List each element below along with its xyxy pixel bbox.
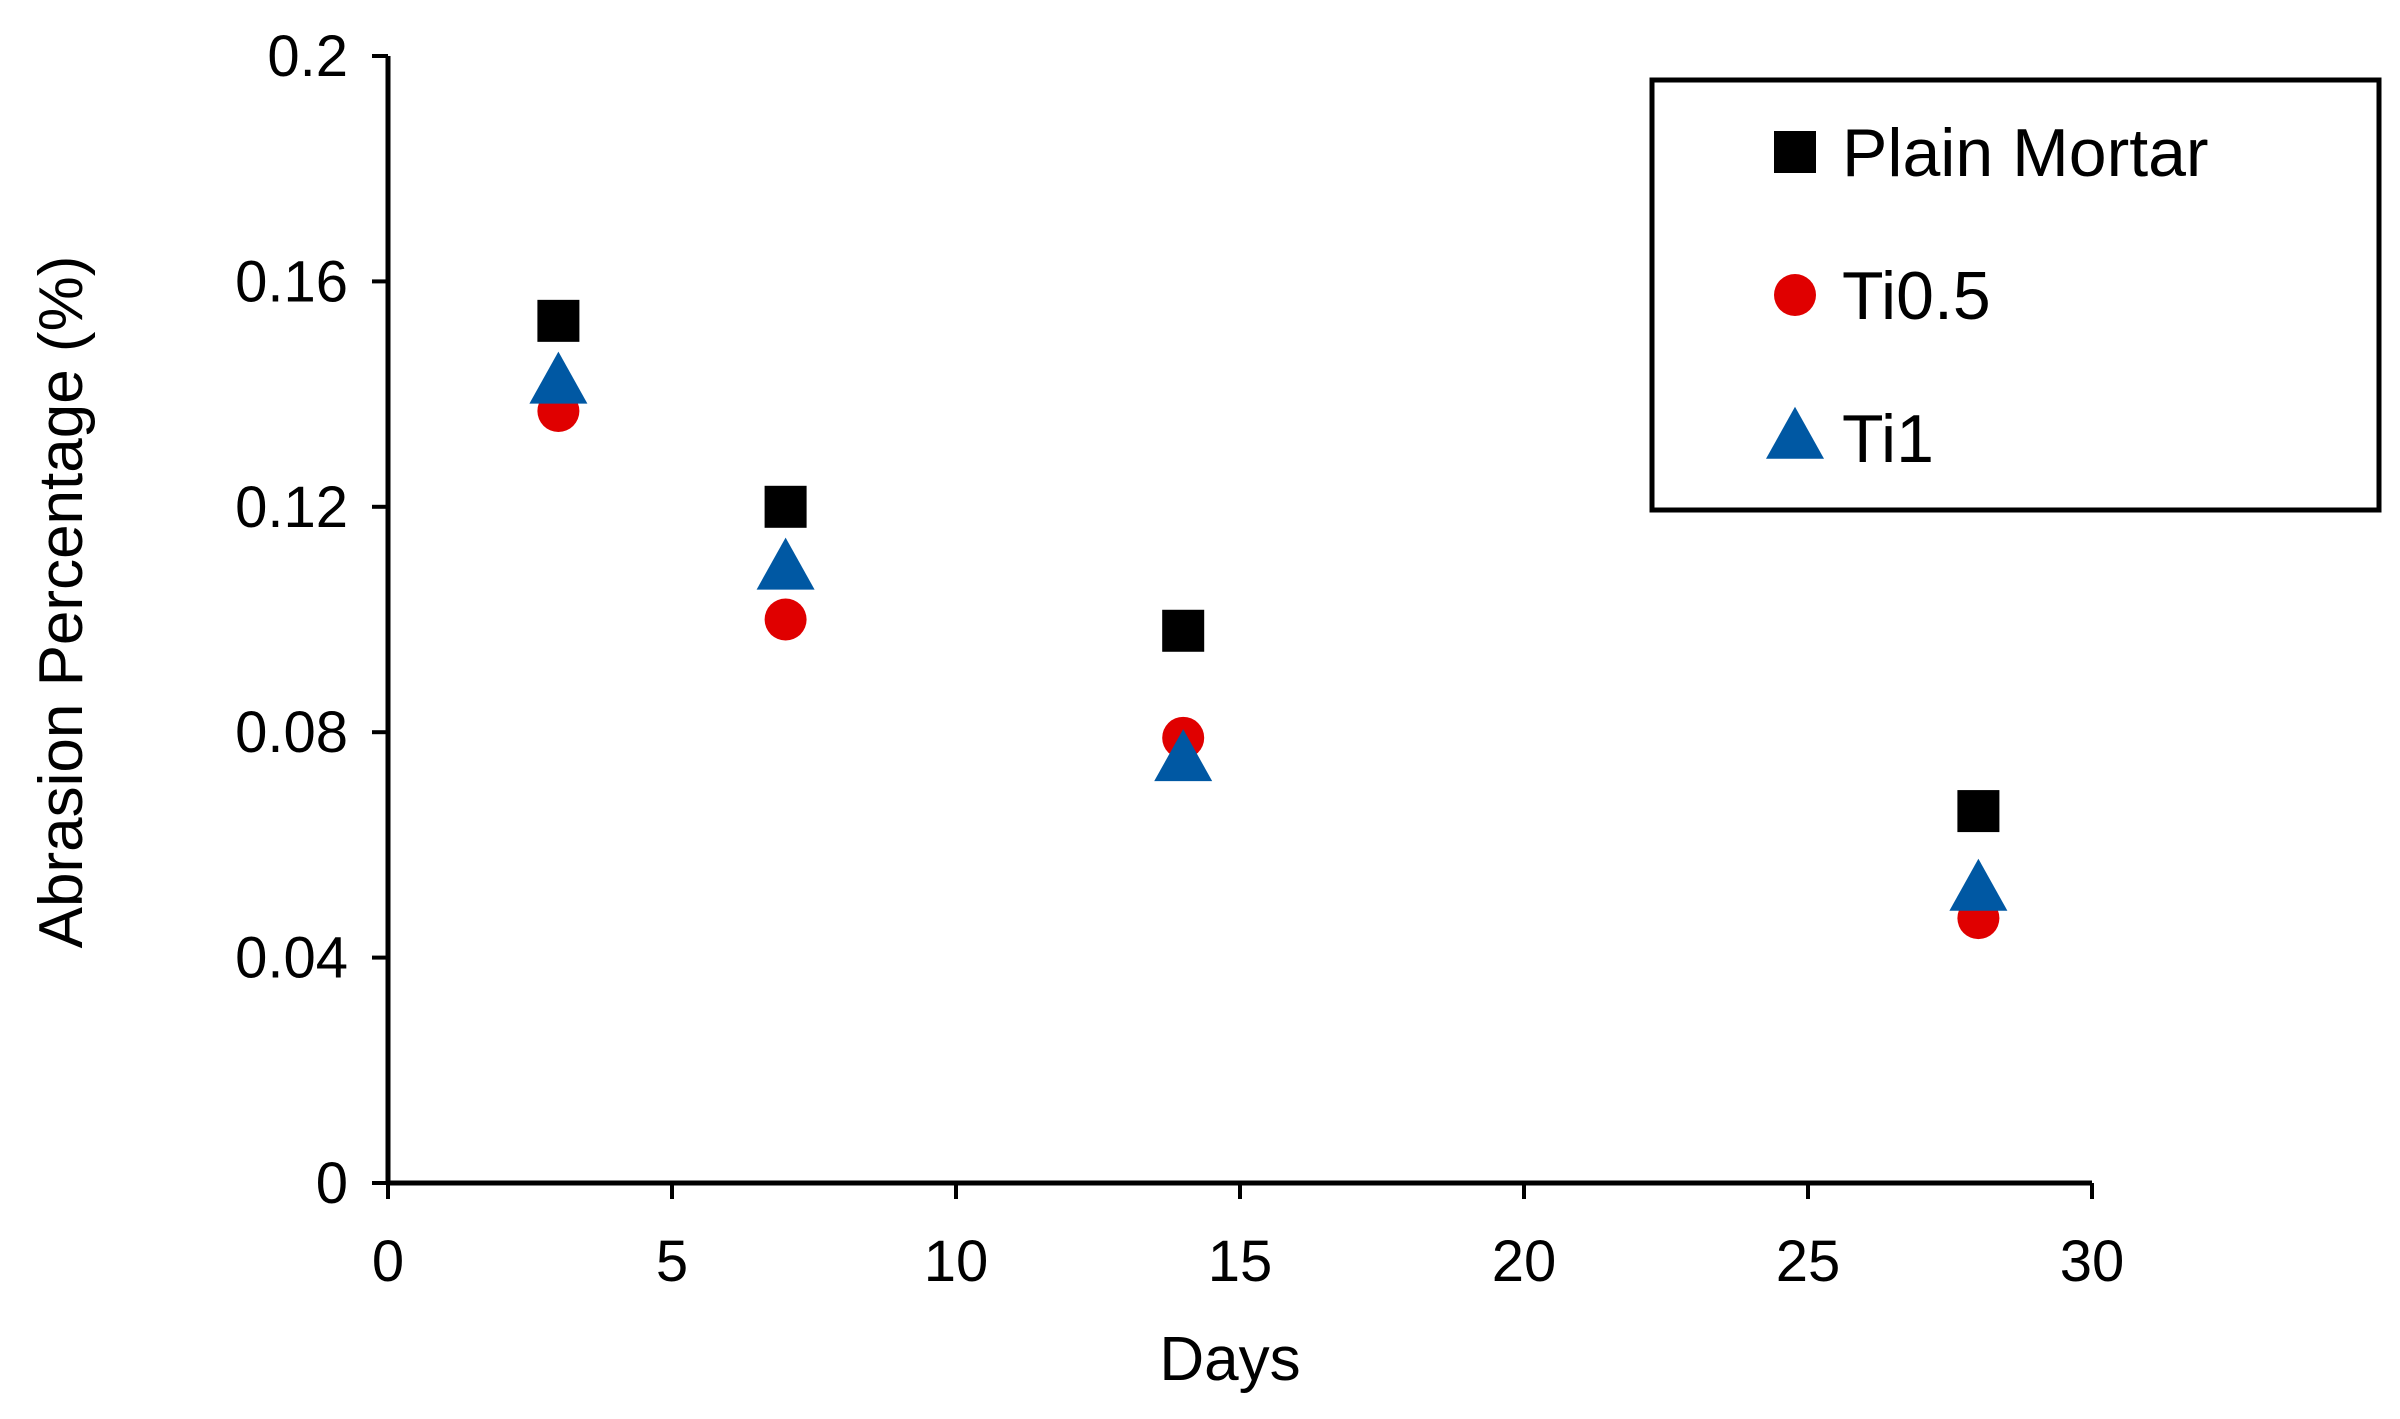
x-axis-title: Days (1159, 1325, 1300, 1394)
x-tick-label: 5 (656, 1229, 688, 1294)
point-ti1 (529, 351, 588, 404)
y-tick-label: 0.16 (235, 249, 348, 314)
y-tick-label: 0.08 (235, 700, 348, 765)
legend-label-ti0-5: Ti0.5 (1842, 258, 1991, 334)
x-tick-label: 20 (1492, 1229, 1557, 1294)
x-tick-label: 10 (924, 1229, 989, 1294)
legend-marker-ti0-5 (1774, 274, 1816, 316)
point-plain-mortar (537, 299, 580, 342)
x-tick-label: 30 (2060, 1229, 2125, 1294)
point-ti0-5 (764, 598, 807, 641)
y-tick-label: 0.12 (235, 475, 348, 540)
legend-marker-ti1 (1766, 406, 1824, 459)
legend: Plain Mortar Ti0.5 Ti1 (1649, 77, 2382, 513)
legend-label-ti1: Ti1 (1842, 401, 1934, 477)
y-axis-title: Abrasion Percentage (%) (27, 256, 96, 949)
y-tick-label: 0.04 (235, 926, 348, 991)
point-plain-mortar (1957, 790, 2000, 833)
data-points (529, 299, 2008, 940)
point-ti1 (756, 537, 815, 590)
legend-marker-plain-mortar (1774, 131, 1816, 173)
x-tick-label: 0 (372, 1229, 404, 1294)
point-ti1 (1949, 858, 2008, 911)
y-tick-label: 0.2 (267, 24, 348, 89)
legend-label-plain-mortar: Plain Mortar (1842, 115, 2209, 191)
legend-box (1649, 77, 2382, 513)
point-plain-mortar (764, 485, 807, 528)
y-tick-label: 0 (316, 1151, 348, 1216)
x-tick-label: 25 (1776, 1229, 1841, 1294)
point-ti1 (1154, 729, 1213, 782)
x-tick-label: 15 (1208, 1229, 1273, 1294)
point-plain-mortar (1162, 609, 1205, 652)
ticks: 0 5 10 15 20 25 30 0 0.04 0.08 0.12 0.16 0.2 (235, 24, 2124, 1294)
